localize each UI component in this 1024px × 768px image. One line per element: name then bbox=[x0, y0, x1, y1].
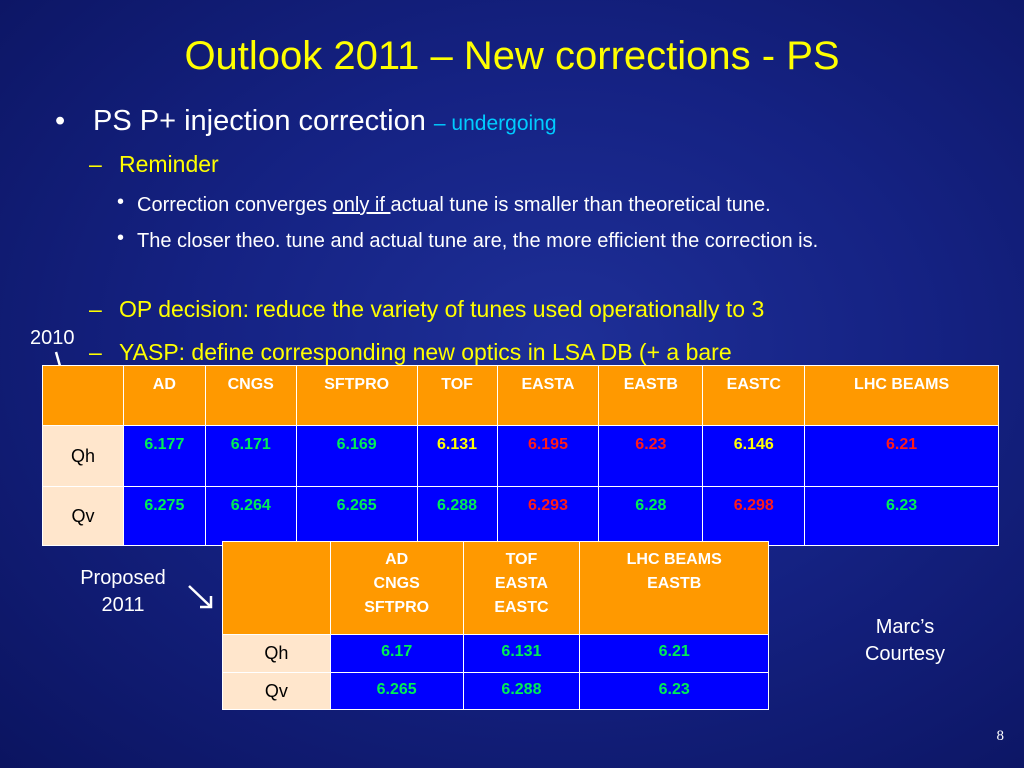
col-header: EASTC bbox=[702, 365, 806, 426]
table-cell: 6.23 bbox=[598, 425, 704, 487]
tunes-table-2010: AD CNGS SFTPRO TOF EASTA EASTB EASTC LHC… bbox=[42, 365, 999, 546]
courtesy-line: Courtesy bbox=[864, 643, 946, 665]
label-proposed-2011: Proposed 2011 bbox=[60, 565, 186, 619]
label-2010: 2010 bbox=[30, 327, 75, 349]
col-header: LHC BEAMS bbox=[804, 365, 999, 426]
col-header: LHC BEAMS EASTB bbox=[579, 541, 769, 635]
table-cell: 6.288 bbox=[416, 486, 498, 546]
col-header: EASTB bbox=[598, 365, 704, 426]
table-cell: 6.293 bbox=[496, 486, 600, 546]
label-2011: 2011 bbox=[101, 594, 145, 616]
arrow-2011-icon bbox=[188, 585, 213, 609]
col-header: SFTPRO bbox=[295, 365, 418, 426]
table-row: Qv 6.265 6.288 6.23 bbox=[222, 672, 769, 710]
table-cell: 6.21 bbox=[804, 425, 999, 487]
col-header: AD bbox=[122, 365, 206, 426]
table-row: Qv 6.275 6.264 6.265 6.288 6.293 6.28 6.… bbox=[42, 486, 999, 546]
page-number: 8 bbox=[996, 728, 1005, 744]
col-header: TOF bbox=[416, 365, 498, 426]
table-cell: 6.264 bbox=[204, 486, 297, 546]
status-text: – undergoing bbox=[433, 112, 557, 135]
marc-line: Marc’s bbox=[875, 616, 935, 638]
sub-bullet-1-post: actual tune is smaller than theoretical … bbox=[390, 194, 771, 216]
sub-bullet-1-underline: only if bbox=[332, 194, 391, 216]
row-label: Qv bbox=[222, 672, 331, 710]
label-proposed: Proposed bbox=[80, 567, 166, 589]
table-cell: 6.131 bbox=[416, 425, 498, 487]
slide-title: Outlook 2011 – New corrections - PS bbox=[184, 34, 840, 78]
table-cell: 6.177 bbox=[122, 425, 206, 487]
table-row: Qh 6.17 6.131 6.21 bbox=[222, 634, 769, 673]
sub-bullet-1-pre: Correction converges bbox=[137, 194, 333, 216]
table-cell: 6.146 bbox=[702, 425, 806, 487]
table-cell: 6.131 bbox=[462, 634, 581, 673]
reminder-text: Reminder bbox=[119, 151, 219, 177]
col-header: TOF EASTA EASTC bbox=[462, 541, 581, 635]
col-header: CNGS bbox=[204, 365, 297, 426]
table-corner bbox=[42, 365, 124, 426]
table-row: Qh 6.177 6.171 6.169 6.131 6.195 6.23 6.… bbox=[42, 425, 999, 487]
table-cell: 6.171 bbox=[204, 425, 297, 487]
table-cell: 6.23 bbox=[579, 672, 769, 710]
row-label: Qh bbox=[42, 425, 124, 487]
table-cell: 6.288 bbox=[462, 672, 581, 710]
marc-courtesy: Marc’s Courtesy bbox=[840, 614, 970, 668]
table-cell: 6.28 bbox=[598, 486, 704, 546]
table-cell: 6.265 bbox=[329, 672, 464, 710]
table-cell: 6.169 bbox=[295, 425, 418, 487]
table-cell: 6.265 bbox=[295, 486, 418, 546]
table-cell: 6.23 bbox=[804, 486, 999, 546]
sub-bullet-2-text: The closer theo. tune and actual tune ar… bbox=[137, 230, 819, 252]
table-cell: 6.17 bbox=[329, 634, 464, 673]
op-decision-text: OP decision: reduce the variety of tunes… bbox=[119, 296, 765, 322]
col-header: AD CNGS SFTPRO bbox=[329, 541, 464, 635]
row-label: Qh bbox=[222, 634, 331, 673]
main-bullet-text: PS P+ injection correction bbox=[93, 105, 434, 137]
table-corner bbox=[222, 541, 331, 635]
table-cell: 6.275 bbox=[122, 486, 206, 546]
table-cell: 6.298 bbox=[702, 486, 806, 546]
yasp-text: YASP: define corresponding new optics in… bbox=[119, 339, 732, 365]
tunes-table-2011: AD CNGS SFTPRO TOF EASTA EASTC LHC BEAMS… bbox=[222, 541, 769, 710]
bullet-dot: • bbox=[55, 105, 66, 137]
table-cell: 6.195 bbox=[496, 425, 600, 487]
col-header: EASTA bbox=[496, 365, 600, 426]
row-label: Qv bbox=[42, 486, 124, 546]
table-cell: 6.21 bbox=[579, 634, 769, 673]
